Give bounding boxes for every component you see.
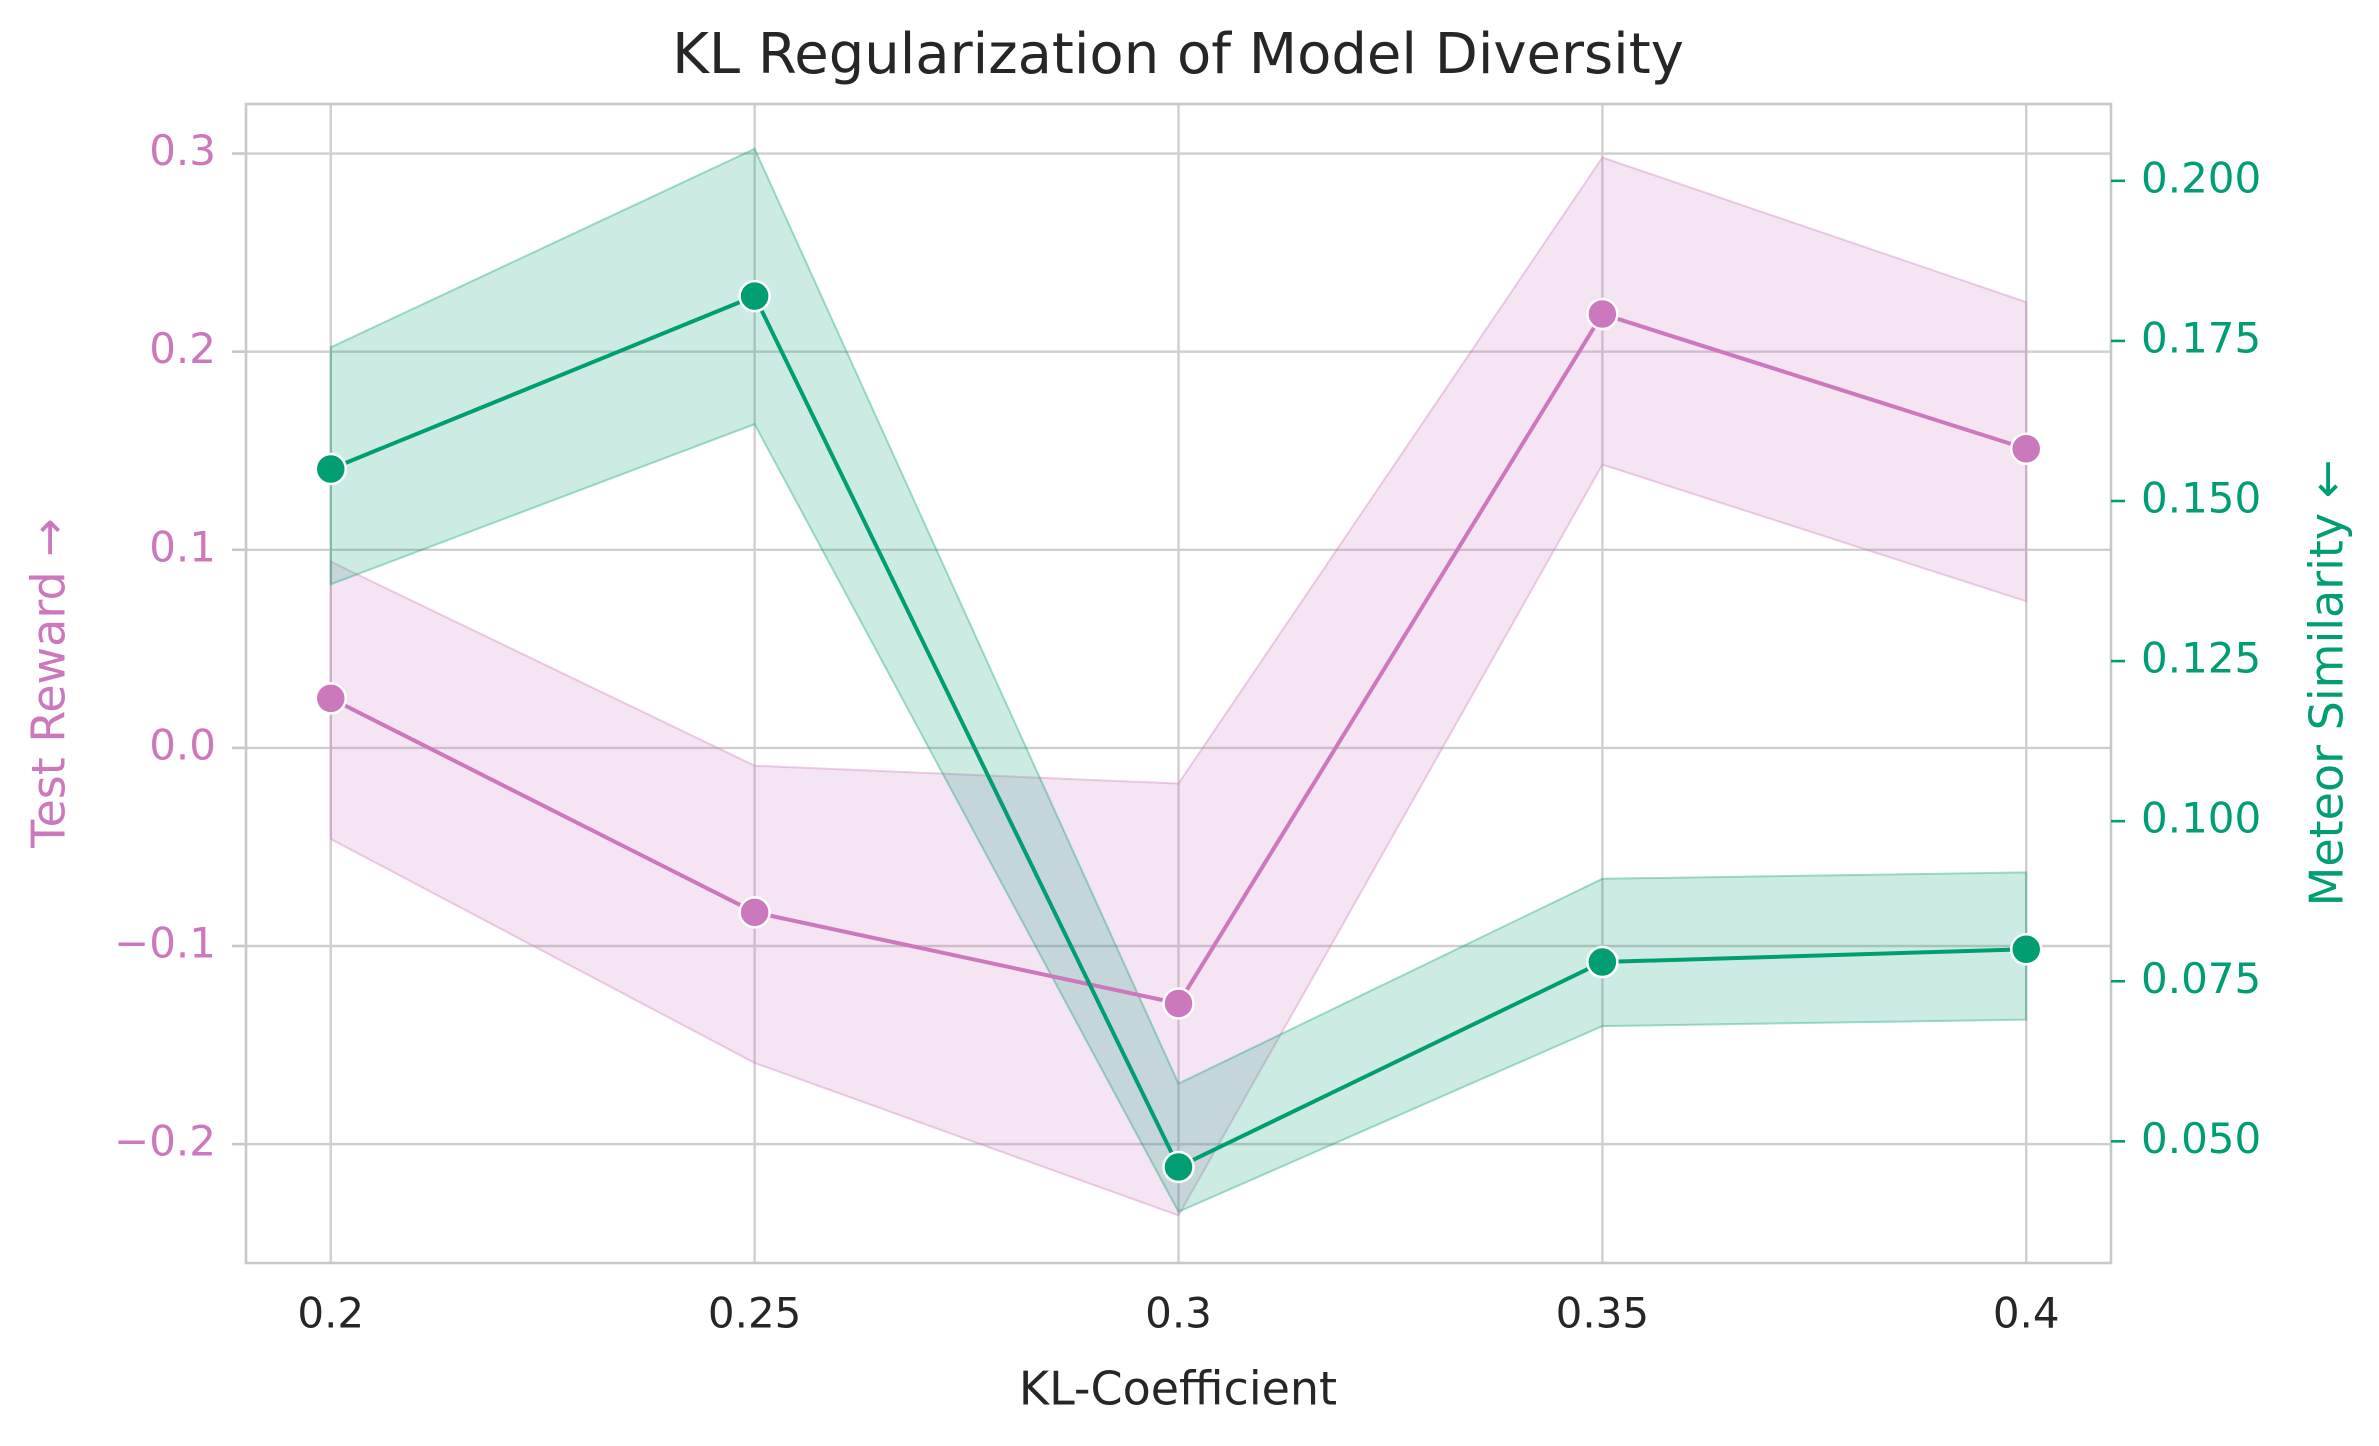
right-y-tick-label: 0.075 xyxy=(2141,954,2261,1003)
data-point-test-reward xyxy=(738,896,771,929)
right-y-tick-label: 0.125 xyxy=(2141,634,2261,683)
left-y-tick-label: −0.1 xyxy=(114,919,216,968)
x-tick-label: 0.2 xyxy=(297,1289,364,1338)
right-y-tick-label: 0.100 xyxy=(2141,794,2261,843)
left-y-tick-label: 0.3 xyxy=(149,126,216,175)
right-y-tick-label: 0.200 xyxy=(2141,153,2261,202)
series-markers xyxy=(314,279,2043,1184)
left-y-tick-label: 0.0 xyxy=(149,720,216,769)
left-y-tick-label: 0.1 xyxy=(149,522,216,571)
data-point-meteor-similarity xyxy=(2009,932,2043,966)
x-axis-label: KL-Coefficient xyxy=(1019,1362,1337,1416)
data-point-test-reward xyxy=(2009,432,2043,465)
left-y-tick-label: 0.2 xyxy=(149,324,216,373)
right-y-tick-label: 0.150 xyxy=(2141,474,2261,523)
right-y-axis-label: Meteor Similarity ← xyxy=(2300,460,2354,907)
right-y-tick-label: 0.050 xyxy=(2141,1114,2261,1163)
x-tick-label: 0.25 xyxy=(708,1289,802,1338)
data-point-test-reward xyxy=(1586,297,1619,331)
x-tick-label: 0.35 xyxy=(1556,1289,1650,1338)
data-point-test-reward xyxy=(314,682,348,715)
plot-frame xyxy=(244,102,2113,1265)
right-y-tick-label: 0.175 xyxy=(2141,313,2261,362)
left-y-tick-label: −0.2 xyxy=(114,1117,216,1166)
tick-labels: 0.2 0.25 0.3 0.35 0.4 0.3 0.2 0.1 0.0 −0.1 −0.2 0.2… xyxy=(114,126,2261,1337)
chart-title: KL Regularization of Model Diversity xyxy=(672,22,1684,87)
data-point-meteor-similarity xyxy=(1162,1150,1195,1184)
data-point-meteor-similarity xyxy=(1586,945,1619,979)
data-point-meteor-similarity xyxy=(314,452,348,486)
data-point-meteor-similarity xyxy=(738,279,771,313)
x-tick-label: 0.3 xyxy=(1145,1289,1212,1338)
grid xyxy=(246,104,2111,1263)
left-y-axis-label: Test Reward → xyxy=(22,518,76,849)
confidence-band-test-reward xyxy=(329,156,2028,1217)
data-point-test-reward xyxy=(1162,987,1195,1020)
x-tick-label: 0.4 xyxy=(1993,1289,2060,1338)
